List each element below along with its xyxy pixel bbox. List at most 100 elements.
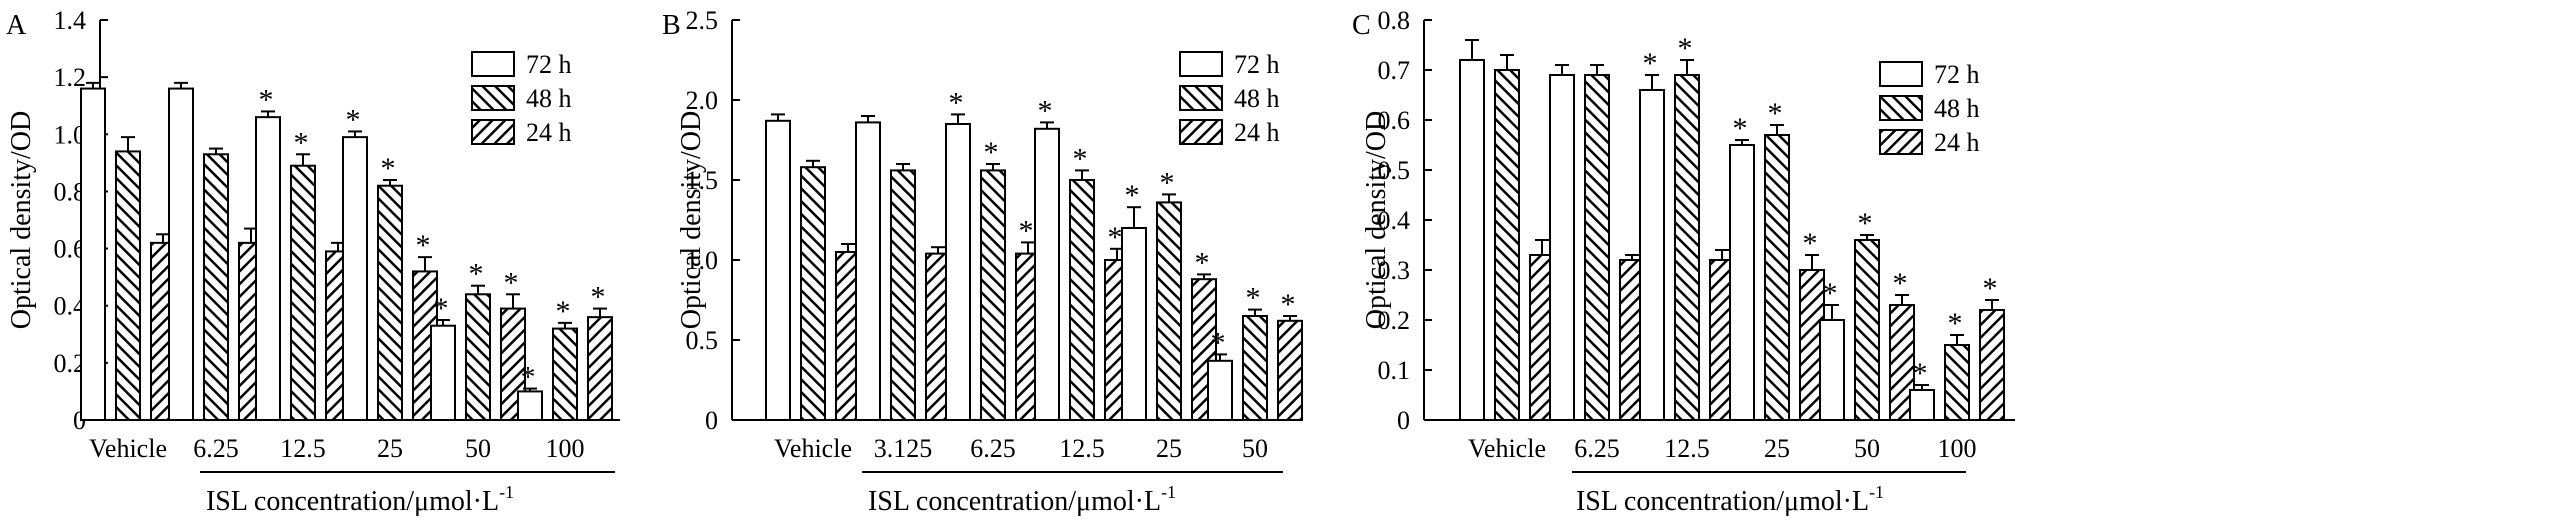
y-tick-label: 0.2 — [1378, 306, 1411, 335]
x-tick-label: 100 — [546, 434, 585, 463]
x-tick-label: 3.125 — [874, 434, 933, 463]
y-axis-title: Optical density/OD — [1361, 111, 1392, 330]
bar-72h-5 — [1121, 227, 1147, 421]
x-tick-label: 25 — [1156, 434, 1182, 463]
x-tick-label: Vehicle — [774, 434, 852, 463]
significance-mark: * — [469, 258, 484, 291]
bar-48h-5 — [1156, 201, 1182, 421]
bar-48h-4 — [1069, 179, 1095, 421]
significance-mark: * — [949, 86, 964, 119]
bar-48h-2 — [1584, 74, 1610, 421]
y-tick-label: 0.1 — [1378, 356, 1411, 385]
significance-mark: * — [591, 281, 606, 314]
bar-72h-3 — [1639, 89, 1665, 421]
bar-72h-6 — [517, 390, 543, 421]
bar-48h-1 — [800, 166, 826, 421]
bar-48h-2 — [890, 169, 916, 421]
significance-mark: * — [416, 229, 431, 262]
significance-mark: * — [504, 266, 519, 299]
y-axis-title: Optical density/OD — [6, 111, 37, 330]
legend-swatch-48h — [1179, 85, 1223, 111]
bar-48h-4 — [377, 184, 403, 421]
legend-label: 24 h — [1934, 128, 1980, 157]
significance-mark: * — [1108, 221, 1123, 254]
legend-label: 24 h — [1234, 118, 1280, 147]
bar-72h-4 — [1729, 144, 1755, 421]
x-tick-label: 6.25 — [970, 434, 1016, 463]
significance-mark: * — [381, 152, 396, 185]
significance-mark: * — [1211, 326, 1226, 359]
bar-48h-3 — [1674, 74, 1700, 421]
x-tick-label: 12.5 — [1059, 434, 1105, 463]
significance-mark: * — [294, 126, 309, 159]
legend-swatch-72h — [1879, 61, 1923, 87]
significance-mark: * — [1893, 267, 1908, 300]
bar-72h-3 — [255, 116, 281, 422]
significance-mark: * — [1983, 272, 1998, 305]
x-axis-title-text: ISL concentration/μmol·L — [1576, 486, 1869, 517]
significance-mark: * — [984, 136, 999, 169]
legend-label: 72 h — [526, 50, 572, 79]
bar-48h-6 — [1242, 315, 1268, 421]
y-tick-label: 0.5 — [1378, 156, 1411, 185]
x-tick-label: 6.25 — [193, 434, 239, 463]
legend-swatch-48h — [1879, 95, 1923, 121]
x-tick-label: 50 — [465, 434, 491, 463]
x-axis-title: ISL concentration/μmol·L-1 — [206, 482, 514, 517]
legend-swatch-24h — [1879, 129, 1923, 155]
legend-label: 48 h — [526, 84, 572, 113]
bar-72h-5 — [430, 324, 456, 422]
significance-mark: * — [1643, 47, 1658, 80]
x-axis-title-superscript: -1 — [1161, 482, 1176, 502]
x-tick-label: 6.25 — [1574, 434, 1620, 463]
significance-mark: * — [1823, 277, 1838, 310]
legend: 72 h 48 h 24 h — [1879, 60, 1980, 157]
significance-mark: * — [1195, 246, 1210, 279]
y-tick-label: 0.5 — [686, 326, 719, 355]
bar-72h-2 — [855, 121, 881, 422]
bar-72h-2 — [168, 87, 194, 421]
y-tick-label: 0.4 — [1378, 206, 1411, 235]
bar-48h-5 — [465, 293, 491, 421]
bar-72h-4 — [342, 136, 368, 421]
x-axis-title: ISL concentration/μmol·L-1 — [1576, 482, 1884, 517]
x-tick-label: 12.5 — [280, 434, 326, 463]
chart-panel-b: B 0 0.5 1.0 1.5 2.0 2.5 Optical density/OD Vehic… — [662, 6, 1303, 517]
x-axis-title-superscript: -1 — [499, 482, 514, 502]
panel-label: C — [1352, 10, 1371, 41]
legend-swatch-24h — [471, 119, 515, 145]
significance-mark: * — [1125, 179, 1140, 212]
significance-mark: * — [1281, 288, 1296, 321]
bar-48h-1 — [115, 150, 141, 422]
y-tick-label: 0 — [705, 406, 718, 435]
legend-label: 72 h — [1234, 50, 1280, 79]
y-tick-label: 2.0 — [686, 86, 719, 115]
y-tick-label: 0.6 — [1378, 106, 1411, 135]
y-tick-label: 0 — [1397, 406, 1410, 435]
legend: 72 h 48 h 24 h — [471, 50, 572, 147]
y-tick-label: 0.3 — [1378, 256, 1411, 285]
bar-48h-6 — [1944, 344, 1970, 421]
bar-24h-6 — [587, 316, 613, 421]
bar-72h-4 — [1034, 127, 1060, 422]
bar-48h-1 — [1494, 69, 1520, 421]
significance-mark: * — [521, 361, 536, 394]
bar-48h-5 — [1854, 239, 1880, 421]
y-tick-label: 0.7 — [1378, 56, 1411, 85]
significance-mark: * — [1858, 207, 1873, 240]
x-tick-label: Vehicle — [1468, 434, 1546, 463]
y-tick-label: 2.5 — [686, 6, 719, 35]
legend-label: 48 h — [1234, 84, 1280, 113]
legend-label: 72 h — [1934, 60, 1980, 89]
x-tick-label: 50 — [1854, 434, 1880, 463]
significance-mark: * — [1803, 227, 1818, 260]
significance-mark: * — [1038, 94, 1053, 127]
legend-swatch-72h — [1179, 51, 1223, 77]
bar-48h-6 — [552, 327, 578, 422]
legend-label: 24 h — [526, 118, 572, 147]
bar-48h-3 — [290, 164, 316, 421]
x-axis-title-text: ISL concentration/μmol·L — [868, 486, 1161, 517]
significance-mark: * — [1913, 357, 1928, 390]
legend: 72 h 48 h 24 h — [1179, 50, 1280, 147]
bar-24h-6 — [1277, 319, 1303, 421]
